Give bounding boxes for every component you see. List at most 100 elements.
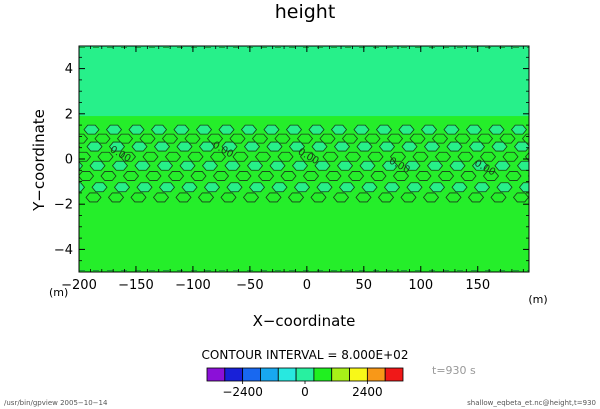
contour-cell <box>190 171 207 181</box>
contour-cell <box>505 171 522 181</box>
contour-cell <box>130 192 147 203</box>
contour-cell <box>263 124 280 135</box>
contour-cell <box>412 151 429 162</box>
x-tick-label: −50 <box>236 278 263 293</box>
contour-cell <box>107 192 125 203</box>
contour-cell <box>527 174 529 178</box>
colorbar-tick-label: −2400 <box>222 385 263 399</box>
footer-left: /usr/bin/gpview 2005−10−14 <box>4 399 108 407</box>
contour-cell <box>179 160 196 171</box>
contour-cell <box>145 171 162 181</box>
x-tick-label: 50 <box>356 278 373 293</box>
field-bands <box>79 46 529 272</box>
contour-cell <box>83 124 100 135</box>
contour-cell <box>105 124 123 135</box>
contour-cell <box>488 124 505 135</box>
contour-cell <box>378 141 396 152</box>
contour-cell <box>232 151 249 162</box>
contour-cell <box>187 151 204 162</box>
contour-cell <box>314 160 331 171</box>
contour-cell <box>158 182 176 193</box>
contour-cell <box>243 141 261 152</box>
colorbar-swatch <box>242 367 261 382</box>
contour-cell <box>150 124 168 135</box>
colorbar-swatch <box>331 367 350 382</box>
contour-cell <box>465 124 483 135</box>
y-ticks: −4 −2 0 2 4 <box>54 45 529 273</box>
contour-cell <box>224 160 241 171</box>
contour-cell <box>134 160 151 171</box>
contour-cell <box>325 171 342 181</box>
contour-cell <box>176 141 193 152</box>
contour-cell <box>167 171 185 181</box>
x-tick-label: −150 <box>118 278 154 293</box>
contour-cell <box>443 124 460 135</box>
contour-cell <box>518 182 529 193</box>
contour-cell <box>86 141 103 152</box>
contour-cell <box>401 141 418 152</box>
contour-cell <box>265 192 282 203</box>
contour-cell <box>316 182 333 193</box>
contour-cell <box>510 124 528 135</box>
contour-cell <box>426 160 444 171</box>
contour-cell <box>392 171 410 181</box>
contour-cell <box>457 151 474 162</box>
contour-cell <box>111 160 129 171</box>
contour-cell <box>266 141 283 152</box>
contour-cell <box>131 141 148 152</box>
contour-cell <box>173 124 190 135</box>
contour-cell <box>446 141 463 152</box>
colorbar-swatch <box>206 367 226 382</box>
contour-cell <box>400 192 417 203</box>
contour-cell <box>113 182 131 193</box>
contour-cell <box>269 160 286 171</box>
colorbar <box>206 367 404 382</box>
contour-cell <box>322 151 339 162</box>
y-tick-label: 4 <box>65 62 73 77</box>
contour-cell <box>85 192 102 203</box>
y-tick-label: −2 <box>54 198 73 213</box>
x-unit-label: (m) <box>528 293 547 306</box>
contour-cell <box>353 124 370 135</box>
contour-cell <box>89 160 106 171</box>
contour-cell <box>246 160 264 171</box>
contour-cell <box>100 171 117 181</box>
contour-cell <box>524 151 529 162</box>
contour-cell <box>359 160 376 171</box>
y-tick-label: −4 <box>54 243 73 258</box>
contour-cell <box>79 160 84 171</box>
x-axis-label: X−coordinate <box>253 312 356 330</box>
colorbar-swatch <box>295 367 315 382</box>
contour-cell <box>330 124 348 135</box>
x-tick-label: −100 <box>175 278 211 293</box>
contour-cell <box>240 124 258 135</box>
contour-cell <box>302 171 320 181</box>
contour-cell <box>490 192 507 203</box>
colorbar-swatch <box>260 367 279 382</box>
contour-cell <box>471 160 489 171</box>
contour-cell <box>496 182 513 193</box>
colorbar-tick-label: 2400 <box>352 385 383 399</box>
contour-cell <box>221 141 238 152</box>
field-band-0 <box>79 46 529 117</box>
contour-cell <box>79 182 86 193</box>
contour-cell <box>344 151 362 162</box>
contour-cell <box>293 182 311 193</box>
contour-cell <box>494 160 511 171</box>
contour-cell <box>355 192 372 203</box>
x-tick-label: −200 <box>61 278 97 293</box>
contour-cell <box>406 182 423 193</box>
contour-cell <box>308 124 325 135</box>
field-band-1 <box>79 201 529 272</box>
contour-cell <box>156 160 174 171</box>
y-unit-label: (m) <box>49 286 68 299</box>
contour-cell <box>248 182 266 193</box>
contour-cell <box>338 182 356 193</box>
contour-cell <box>361 182 378 193</box>
colorbar-tick-label: 0 <box>301 385 309 399</box>
contour-cell <box>468 141 486 152</box>
contour-cell <box>398 124 415 135</box>
contour-cell <box>203 182 221 193</box>
contour-cell <box>367 151 384 162</box>
